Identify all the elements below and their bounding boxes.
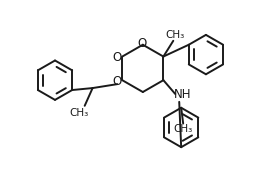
Text: O: O (112, 51, 121, 64)
Text: O: O (137, 37, 146, 50)
Text: CH₃: CH₃ (173, 125, 192, 134)
Text: CH₃: CH₃ (69, 108, 88, 118)
Text: CH₃: CH₃ (165, 30, 184, 40)
Text: NH: NH (173, 88, 190, 101)
Text: O: O (112, 75, 121, 88)
